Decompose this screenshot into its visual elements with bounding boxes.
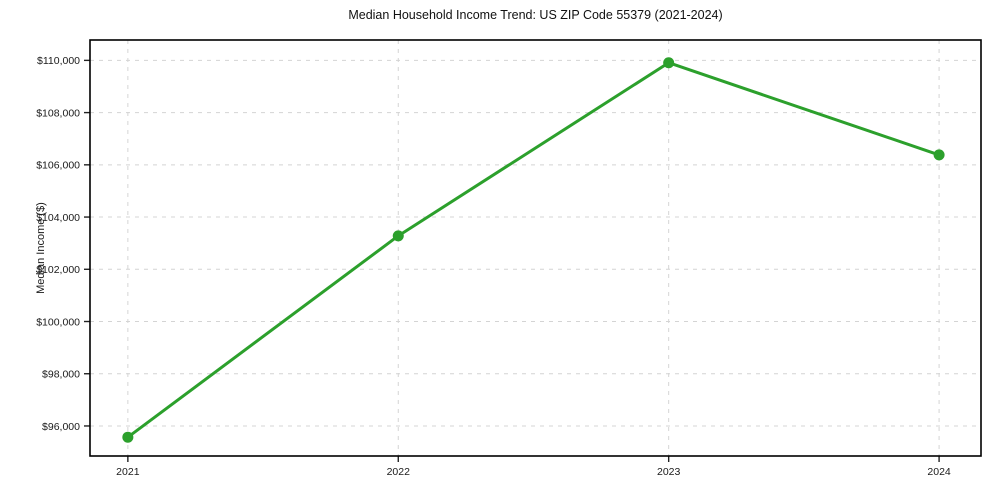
x-tick-label: 2021 xyxy=(116,466,140,478)
y-tick-label: $110,000 xyxy=(37,55,80,67)
x-tick-label: 2022 xyxy=(387,466,411,478)
chart-title: Median Household Income Trend: US ZIP Co… xyxy=(348,8,723,22)
y-tick-label: $102,000 xyxy=(36,264,80,276)
x-tick-label: 2024 xyxy=(927,466,951,478)
y-tick-label: $104,000 xyxy=(36,212,80,224)
plot-border xyxy=(89,39,982,457)
y-tick-label: $106,000 xyxy=(36,160,80,172)
data-point-2021 xyxy=(122,431,134,443)
y-tick-label: $100,000 xyxy=(36,316,80,328)
y-tick-label: $96,000 xyxy=(42,421,80,433)
data-point-2022 xyxy=(392,230,404,242)
data-point-2024 xyxy=(933,149,945,161)
y-tick-label: $108,000 xyxy=(36,107,80,119)
y-axis-label: Median Income ($) xyxy=(35,202,47,294)
trend-line xyxy=(126,61,941,439)
y-tick-label: $98,000 xyxy=(42,369,80,381)
data-point-2023 xyxy=(663,57,675,69)
x-tick-label: 2023 xyxy=(657,466,681,478)
